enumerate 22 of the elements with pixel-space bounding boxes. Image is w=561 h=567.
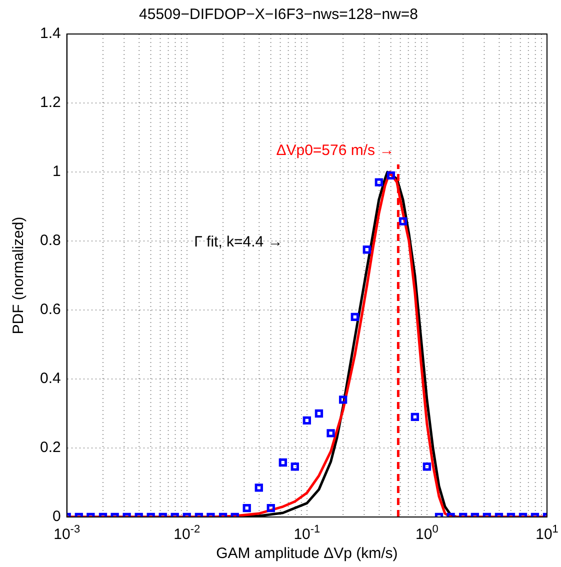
y-tick-label: 0.2 <box>40 439 61 456</box>
chart-title: 45509−DIFDOP−X−I6F3−nws=128−nw=8 <box>139 6 418 24</box>
point <box>350 312 359 321</box>
y-tick-label: 1 <box>52 163 61 180</box>
point <box>398 217 408 226</box>
y-tick-label: 1.2 <box>40 94 61 112</box>
x-axis-title: GAM amplitude ΔVp (km/s) <box>216 545 398 562</box>
point <box>362 246 371 254</box>
y-axis-title: PDF (normalized) <box>10 216 28 334</box>
point <box>338 396 348 404</box>
point <box>386 171 396 180</box>
point <box>314 409 324 418</box>
point <box>374 178 384 186</box>
y-tick-label: 1.4 <box>40 25 61 42</box>
y-tick-label: 0 <box>52 508 61 526</box>
point <box>302 416 312 424</box>
annotation: Γ fit, k=4.4 → <box>194 234 283 251</box>
y-tick-label: 0.6 <box>40 301 61 318</box>
point <box>410 412 420 422</box>
ref-line-label: ΔVp0=576 m/s → <box>276 142 394 159</box>
y-tick-label: 0.8 <box>40 232 61 250</box>
y-tick-label: 0.4 <box>40 370 61 388</box>
